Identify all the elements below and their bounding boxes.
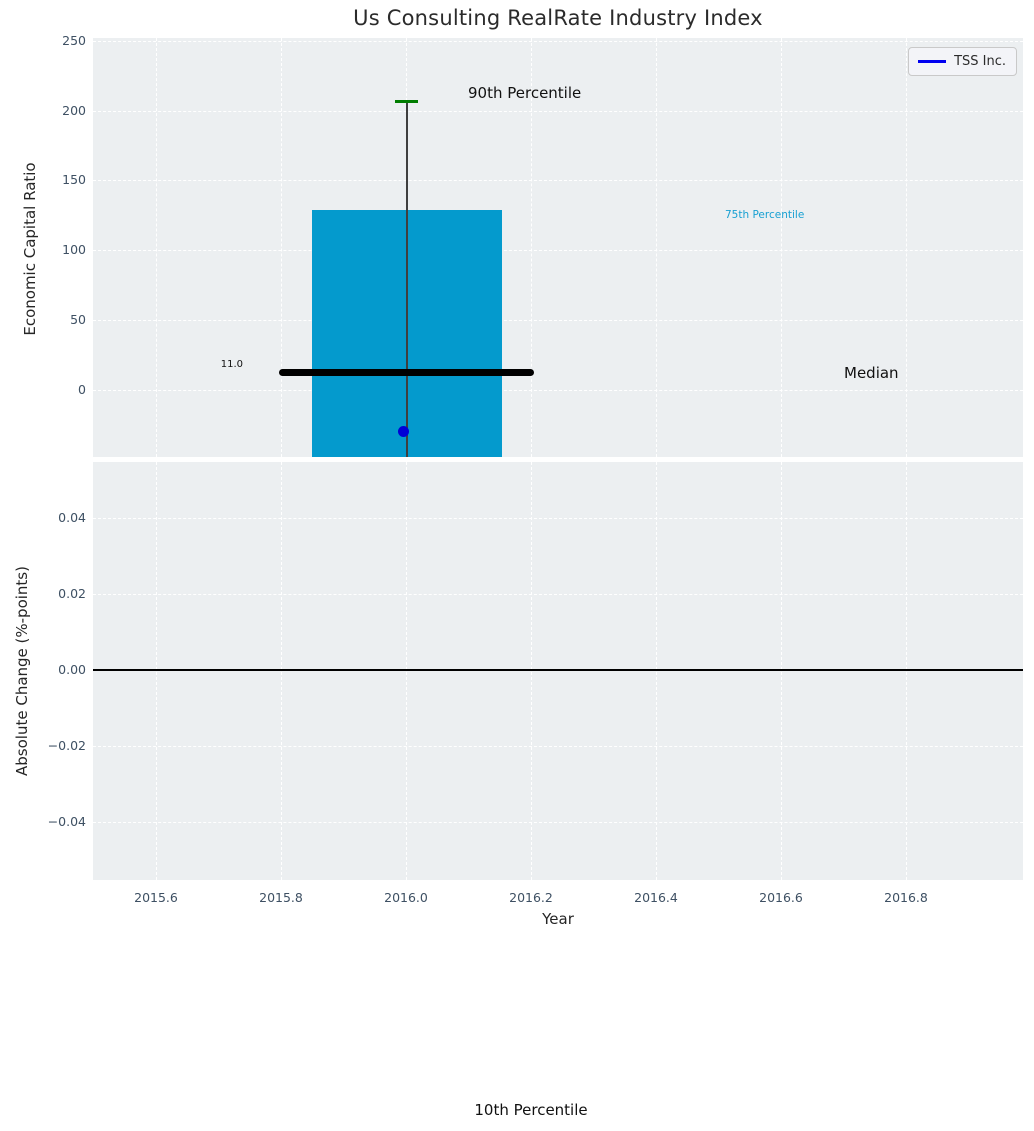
- gridline: [656, 462, 657, 880]
- gridline: [93, 822, 1023, 823]
- gridline: [93, 180, 1023, 181]
- y-tick-label: 50: [70, 312, 86, 327]
- x-tick-label: 2016.2: [509, 890, 553, 905]
- zero-baseline: [93, 669, 1023, 671]
- y-tick-label: 0.00: [58, 662, 86, 677]
- gridline: [531, 462, 532, 880]
- y-tick-label: 250: [62, 33, 86, 48]
- y-tick-label: −0.02: [47, 738, 86, 753]
- legend: TSS Inc.: [908, 47, 1017, 76]
- x-tick-label: 2015.8: [259, 890, 303, 905]
- gridline: [93, 250, 1023, 251]
- chart-title: Us Consulting RealRate Industry Index: [353, 6, 763, 30]
- gridline: [93, 41, 1023, 42]
- x-tick-label: 2016.6: [759, 890, 803, 905]
- gridline: [906, 38, 907, 457]
- annotation-10th-percentile: 10th Percentile: [474, 1101, 588, 1119]
- gridline: [781, 38, 782, 457]
- gridline: [93, 594, 1023, 595]
- y-tick-label: 150: [62, 172, 86, 187]
- x-tick-label: 2016.8: [884, 890, 928, 905]
- gridline: [156, 462, 157, 880]
- annotation-90th-percentile: 90th Percentile: [468, 84, 582, 102]
- gridline: [281, 462, 282, 880]
- y-tick-label: −0.04: [47, 814, 86, 829]
- median-value-label: 11.0: [220, 359, 243, 370]
- y-tick-label: 200: [62, 103, 86, 118]
- x-tick-label: 2015.6: [134, 890, 178, 905]
- annotation-75th-percentile: 75th Percentile: [725, 209, 805, 221]
- y-tick-label: 0.04: [58, 510, 86, 525]
- company-data-point: [398, 426, 409, 437]
- bottom-plot-area: [93, 462, 1023, 880]
- y-tick-label: 0.02: [58, 586, 86, 601]
- median-line: [279, 369, 534, 376]
- top-y-axis-label: Economic Capital Ratio: [21, 162, 39, 336]
- gridline: [93, 746, 1023, 747]
- x-tick-label: 2016.4: [634, 890, 678, 905]
- gridline: [93, 390, 1023, 391]
- gridline: [93, 320, 1023, 321]
- legend-label: TSS Inc.: [954, 54, 1006, 69]
- legend-line-swatch: [918, 60, 947, 63]
- annotation-median: Median: [844, 364, 899, 382]
- percentile-90-marker: [395, 100, 418, 103]
- x-tick-label: 2016.0: [384, 890, 428, 905]
- gridline: [531, 38, 532, 457]
- gridline: [93, 111, 1023, 112]
- bottom-y-axis-label: Absolute Change (%-points): [13, 566, 31, 776]
- x-axis-label: Year: [542, 910, 574, 928]
- whisker-line: [406, 102, 408, 457]
- gridline: [93, 518, 1023, 519]
- gridline: [281, 38, 282, 457]
- gridline: [656, 38, 657, 457]
- y-tick-label: 100: [62, 242, 86, 257]
- gridline: [156, 38, 157, 457]
- top-plot-area: 90th Percentile 75th Percentile Median 1…: [93, 38, 1023, 457]
- gridline: [406, 462, 407, 880]
- gridline: [781, 462, 782, 880]
- gridline: [906, 462, 907, 880]
- y-tick-label: 0: [78, 382, 86, 397]
